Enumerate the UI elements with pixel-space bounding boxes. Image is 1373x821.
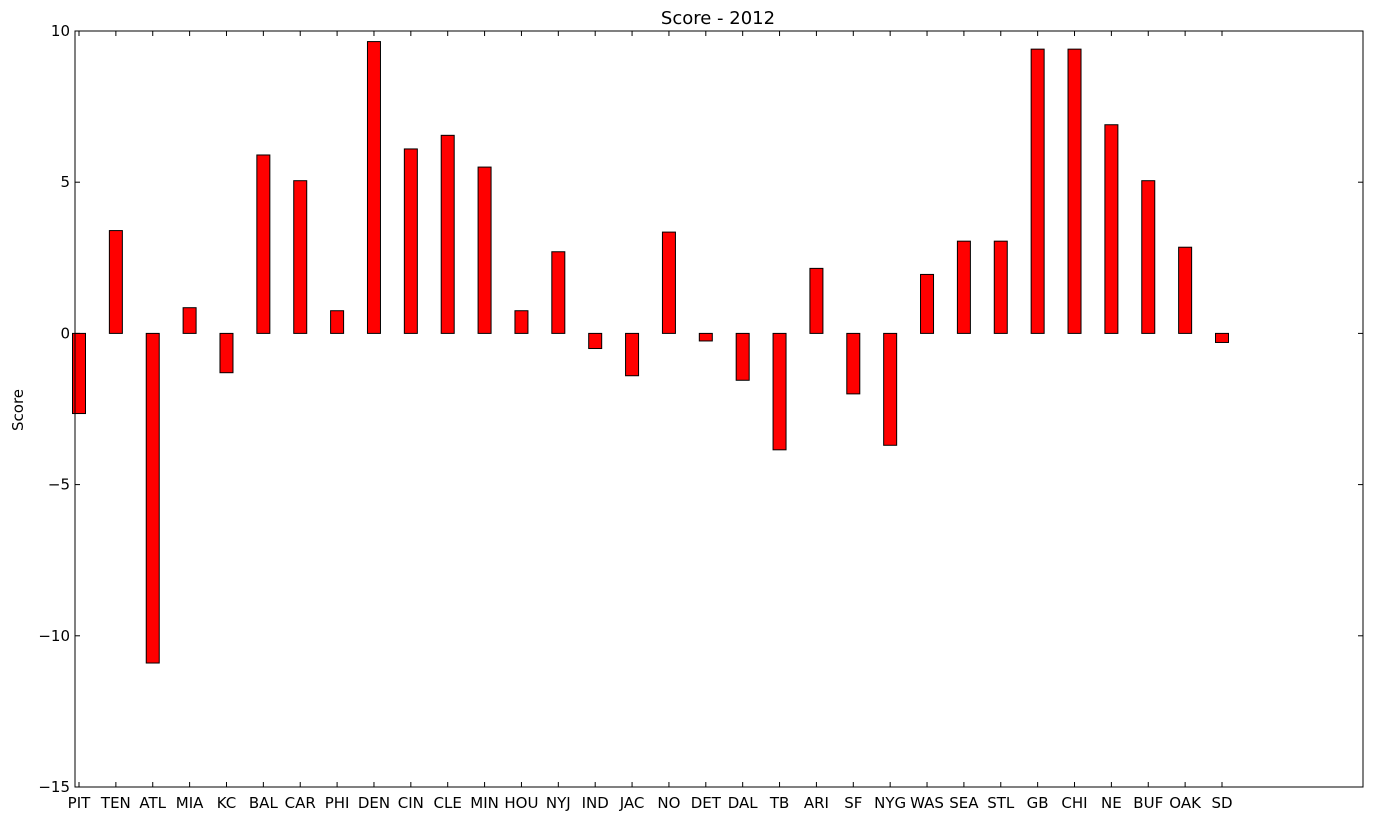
- bar-nyj: [551, 251, 566, 334]
- y-tick-label: 5: [60, 173, 70, 191]
- bar-gb: [1030, 48, 1045, 334]
- x-tick-label-bal: BAL: [249, 794, 279, 812]
- bar-bal: [256, 154, 271, 334]
- bar-atl: [145, 332, 160, 664]
- x-tick-label-cle: CLE: [434, 794, 462, 812]
- x-tick-label-phi: PHI: [325, 794, 350, 812]
- tick-labels-group: PIT TEN ATL MIA KC BAL CAR PHI DEN CIN CLE MIN HOU NY…: [38, 22, 1232, 812]
- x-tick-label-ne: NE: [1101, 794, 1122, 812]
- bar-sf: [846, 332, 861, 395]
- bar-sea: [956, 240, 971, 334]
- y-tick-label: 10: [51, 22, 70, 40]
- bar-buf: [1141, 180, 1156, 334]
- x-tick-label-ari: ARI: [804, 794, 829, 812]
- y-tick-label: −15: [38, 778, 70, 796]
- bar-no: [661, 231, 676, 334]
- bars-group: [72, 41, 1229, 664]
- x-tick-label-dal: DAL: [728, 794, 759, 812]
- bar-oak: [1178, 246, 1193, 334]
- x-tick-label-chi: CHI: [1061, 794, 1087, 812]
- y-tick-label: 0: [60, 324, 70, 342]
- x-tick-label-stl: STL: [987, 794, 1015, 812]
- plot-frame: [74, 30, 1364, 788]
- bar-sd: [1215, 332, 1229, 343]
- x-tick-label-nyj: NYJ: [546, 794, 571, 812]
- x-tick-label-sd: SD: [1211, 794, 1232, 812]
- x-tick-label-was: WAS: [910, 794, 944, 812]
- bar-kc: [219, 332, 234, 374]
- x-tick-label-mia: MIA: [176, 794, 204, 812]
- x-tick-label-min: MIN: [470, 794, 499, 812]
- x-tick-label-kc: KC: [217, 794, 237, 812]
- x-tick-label-pit: PIT: [68, 794, 91, 812]
- bar-cle: [440, 134, 455, 334]
- bar-nyg: [883, 332, 898, 446]
- bar-det: [698, 332, 713, 342]
- y-tick-label: −5: [48, 476, 70, 494]
- bar-cin: [403, 148, 418, 334]
- bar-jac: [625, 332, 640, 377]
- ticks-group: [75, 30, 1363, 788]
- bar-car: [293, 180, 308, 334]
- bar-phi: [330, 310, 345, 334]
- x-tick-label-ten: TEN: [100, 794, 131, 812]
- x-tick-label-jac: JAC: [619, 794, 645, 812]
- x-tick-label-no: NO: [657, 794, 680, 812]
- x-tick-label-oak: OAK: [1169, 794, 1202, 812]
- x-tick-label-nyg: NYG: [874, 794, 906, 812]
- x-tick-label-sf: SF: [844, 794, 862, 812]
- x-tick-label-tb: TB: [769, 794, 789, 812]
- bar-tb: [772, 332, 787, 451]
- x-tick-label-cin: CIN: [398, 794, 424, 812]
- bar-mia: [182, 307, 197, 334]
- x-tick-label-hou: HOU: [504, 794, 538, 812]
- bar-was: [920, 273, 935, 334]
- bar-ten: [108, 230, 123, 334]
- x-tick-label-buf: BUF: [1133, 794, 1163, 812]
- x-tick-label-ind: IND: [582, 794, 609, 812]
- x-tick-label-atl: ATL: [139, 794, 166, 812]
- bar-ind: [588, 332, 603, 350]
- bar-den: [366, 41, 381, 334]
- bar-ne: [1104, 124, 1119, 334]
- bar-ari: [809, 267, 824, 334]
- bar-pit: [72, 332, 86, 415]
- y-tick-label: −10: [38, 627, 70, 645]
- bar-dal: [735, 332, 750, 381]
- x-tick-label-sea: SEA: [949, 794, 979, 812]
- y-axis-label: Score: [9, 389, 27, 431]
- x-tick-label-gb: GB: [1027, 794, 1049, 812]
- bar-stl: [993, 240, 1008, 334]
- x-tick-label-det: DET: [691, 794, 722, 812]
- chart-title: Score - 2012: [661, 8, 775, 29]
- bar-chi: [1067, 48, 1082, 334]
- bar-min: [477, 166, 492, 334]
- x-tick-label-car: CAR: [285, 794, 316, 812]
- bar-hou: [514, 310, 529, 334]
- x-tick-label-den: DEN: [358, 794, 390, 812]
